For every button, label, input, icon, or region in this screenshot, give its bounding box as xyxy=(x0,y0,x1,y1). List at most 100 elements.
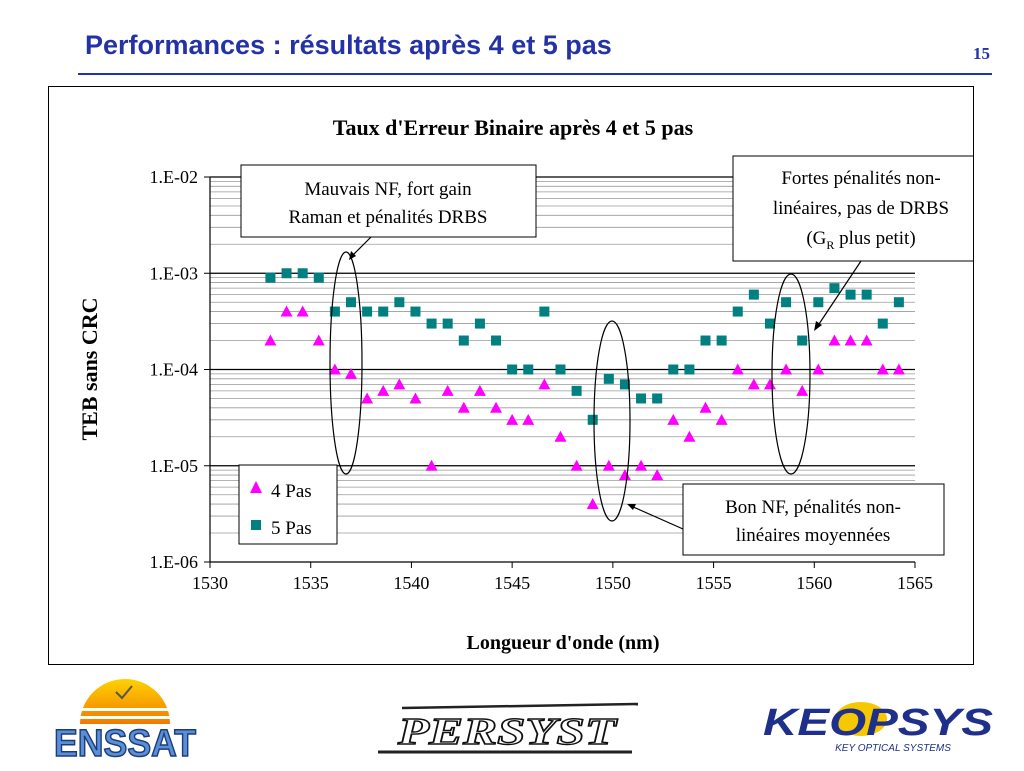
point-4-pas xyxy=(618,469,631,481)
point-5-pas xyxy=(491,335,502,346)
point-5-pas xyxy=(378,306,389,317)
y-tick-label: 1.E-03 xyxy=(150,263,199,283)
annotation-bad-nf-line-2: Raman et pénalités DRBS xyxy=(289,207,488,228)
point-5-pas xyxy=(764,318,775,329)
point-5-pas xyxy=(362,306,373,317)
highlight-ellipse-left xyxy=(329,251,363,475)
point-5-pas xyxy=(829,283,840,294)
point-5-pas xyxy=(313,272,324,283)
point-5-pas xyxy=(781,297,792,308)
point-4-pas xyxy=(328,363,341,375)
annotation-good-nf-line-2: linéaires moyennées xyxy=(736,525,891,546)
title-divider xyxy=(78,73,992,75)
x-tick-label: 1565 xyxy=(897,573,933,593)
legend: 4 Pas 5 Pas xyxy=(238,464,338,545)
point-4-pas xyxy=(651,469,664,481)
point-4-pas xyxy=(345,367,357,379)
point-5-pas xyxy=(861,289,872,300)
point-4-pas xyxy=(683,430,696,442)
ber-chart: Taux d'Erreur Binaire après 4 et 5 pas 1… xyxy=(77,115,973,654)
data-points xyxy=(264,268,905,510)
enssat-logo-graphic: ENSSAT xyxy=(53,679,197,766)
enssat-logo: ENSSAT xyxy=(50,662,200,766)
point-5-pas xyxy=(523,364,534,375)
persyst-logo-text: PERSYST xyxy=(397,711,619,753)
chart-frame: Taux d'Erreur Binaire après 4 et 5 pas 1… xyxy=(48,86,974,665)
point-4-pas xyxy=(473,384,486,396)
point-4-pas xyxy=(554,430,567,442)
legend-triangle-icon xyxy=(250,481,262,493)
point-5-pas xyxy=(652,393,663,404)
point-4-pas xyxy=(844,334,857,346)
point-5-pas xyxy=(474,318,485,329)
point-4-pas xyxy=(506,413,519,425)
point-4-pas xyxy=(586,498,599,510)
point-4-pas xyxy=(763,378,776,390)
point-4-pas xyxy=(441,384,454,396)
point-4-pas xyxy=(264,334,277,346)
point-4-pas xyxy=(425,459,438,471)
y-tick-label: 1.E-05 xyxy=(150,456,199,476)
point-4-pas xyxy=(457,401,470,413)
x-tick-label: 1555 xyxy=(696,573,732,593)
y-axis-label: TEB sans CRC xyxy=(77,297,102,440)
point-4-pas xyxy=(361,392,374,404)
point-4-pas xyxy=(280,305,293,317)
annotation-strong-nonlinear-line-3: (GR plus petit) xyxy=(806,228,915,252)
point-5-pas xyxy=(587,414,598,425)
point-4-pas xyxy=(667,413,680,425)
point-4-pas xyxy=(296,305,309,317)
keopsys-logo-text: KEOPSYS xyxy=(763,702,993,744)
axes: 1.E-06 1.E-05 1.E-04 1.E-03 1.E-02 1530 1535 15… xyxy=(150,167,934,593)
point-4-pas xyxy=(860,334,873,346)
annotation-strong-nonlinear-line-2: linéaires, pas de DRBS xyxy=(773,198,949,219)
keopsys-tagline: KEY OPTICAL SYSTEMS xyxy=(835,743,951,754)
x-tick-label: 1545 xyxy=(494,573,530,593)
point-4-pas xyxy=(393,378,406,390)
persyst-logo-graphic: PERSYST xyxy=(378,702,639,754)
point-5-pas xyxy=(539,306,550,317)
point-5-pas xyxy=(619,379,630,390)
point-5-pas xyxy=(442,318,453,329)
point-4-pas xyxy=(747,378,760,390)
chart-title: Taux d'Erreur Binaire après 4 et 5 pas xyxy=(333,115,694,140)
point-4-pas xyxy=(538,378,551,390)
point-4-pas xyxy=(812,363,825,375)
highlight-ellipse-middle xyxy=(593,320,631,522)
y-tick-label: 1.E-02 xyxy=(150,167,199,187)
point-5-pas xyxy=(394,297,405,308)
point-5-pas xyxy=(571,385,582,396)
legend-item-5-pas: 5 Pas xyxy=(271,518,312,539)
point-5-pas xyxy=(716,335,727,346)
point-4-pas xyxy=(828,334,841,346)
point-5-pas xyxy=(426,318,437,329)
legend-item-4-pas: 4 Pas xyxy=(271,481,312,502)
y-tick-label: 1.E-06 xyxy=(150,552,199,572)
x-tick-label: 1530 xyxy=(192,573,228,593)
point-5-pas xyxy=(684,364,695,375)
point-5-pas xyxy=(845,289,856,300)
point-4-pas xyxy=(522,413,535,425)
point-4-pas xyxy=(490,401,503,413)
point-4-pas xyxy=(715,413,728,425)
legend-square-icon xyxy=(251,520,261,530)
point-5-pas xyxy=(732,306,743,317)
highlight-ellipse-right xyxy=(771,273,811,475)
point-4-pas xyxy=(876,363,889,375)
keopsys-logo: KEOPSYS KEY OPTICAL SYSTEMS xyxy=(757,697,999,759)
point-5-pas xyxy=(458,335,469,346)
annotation-good-nf: Bon NF, pénalités non- linéaires moyenné… xyxy=(627,483,945,556)
x-axis-label: Longueur d'onde (nm) xyxy=(466,632,659,654)
point-5-pas xyxy=(877,318,888,329)
annotation-bad-nf-line-1: Mauvais NF, fort gain xyxy=(304,179,472,200)
point-5-pas xyxy=(668,364,679,375)
point-5-pas xyxy=(346,297,356,308)
point-5-pas xyxy=(281,268,292,279)
point-5-pas xyxy=(297,268,308,279)
x-tick-label: 1550 xyxy=(595,573,631,593)
page-number: 15 xyxy=(973,44,990,63)
point-4-pas xyxy=(699,401,712,413)
annotation-bad-nf: Mauvais NF, fort gain Raman et pénalités… xyxy=(240,164,537,260)
point-5-pas xyxy=(893,297,904,308)
point-4-pas xyxy=(796,384,809,396)
